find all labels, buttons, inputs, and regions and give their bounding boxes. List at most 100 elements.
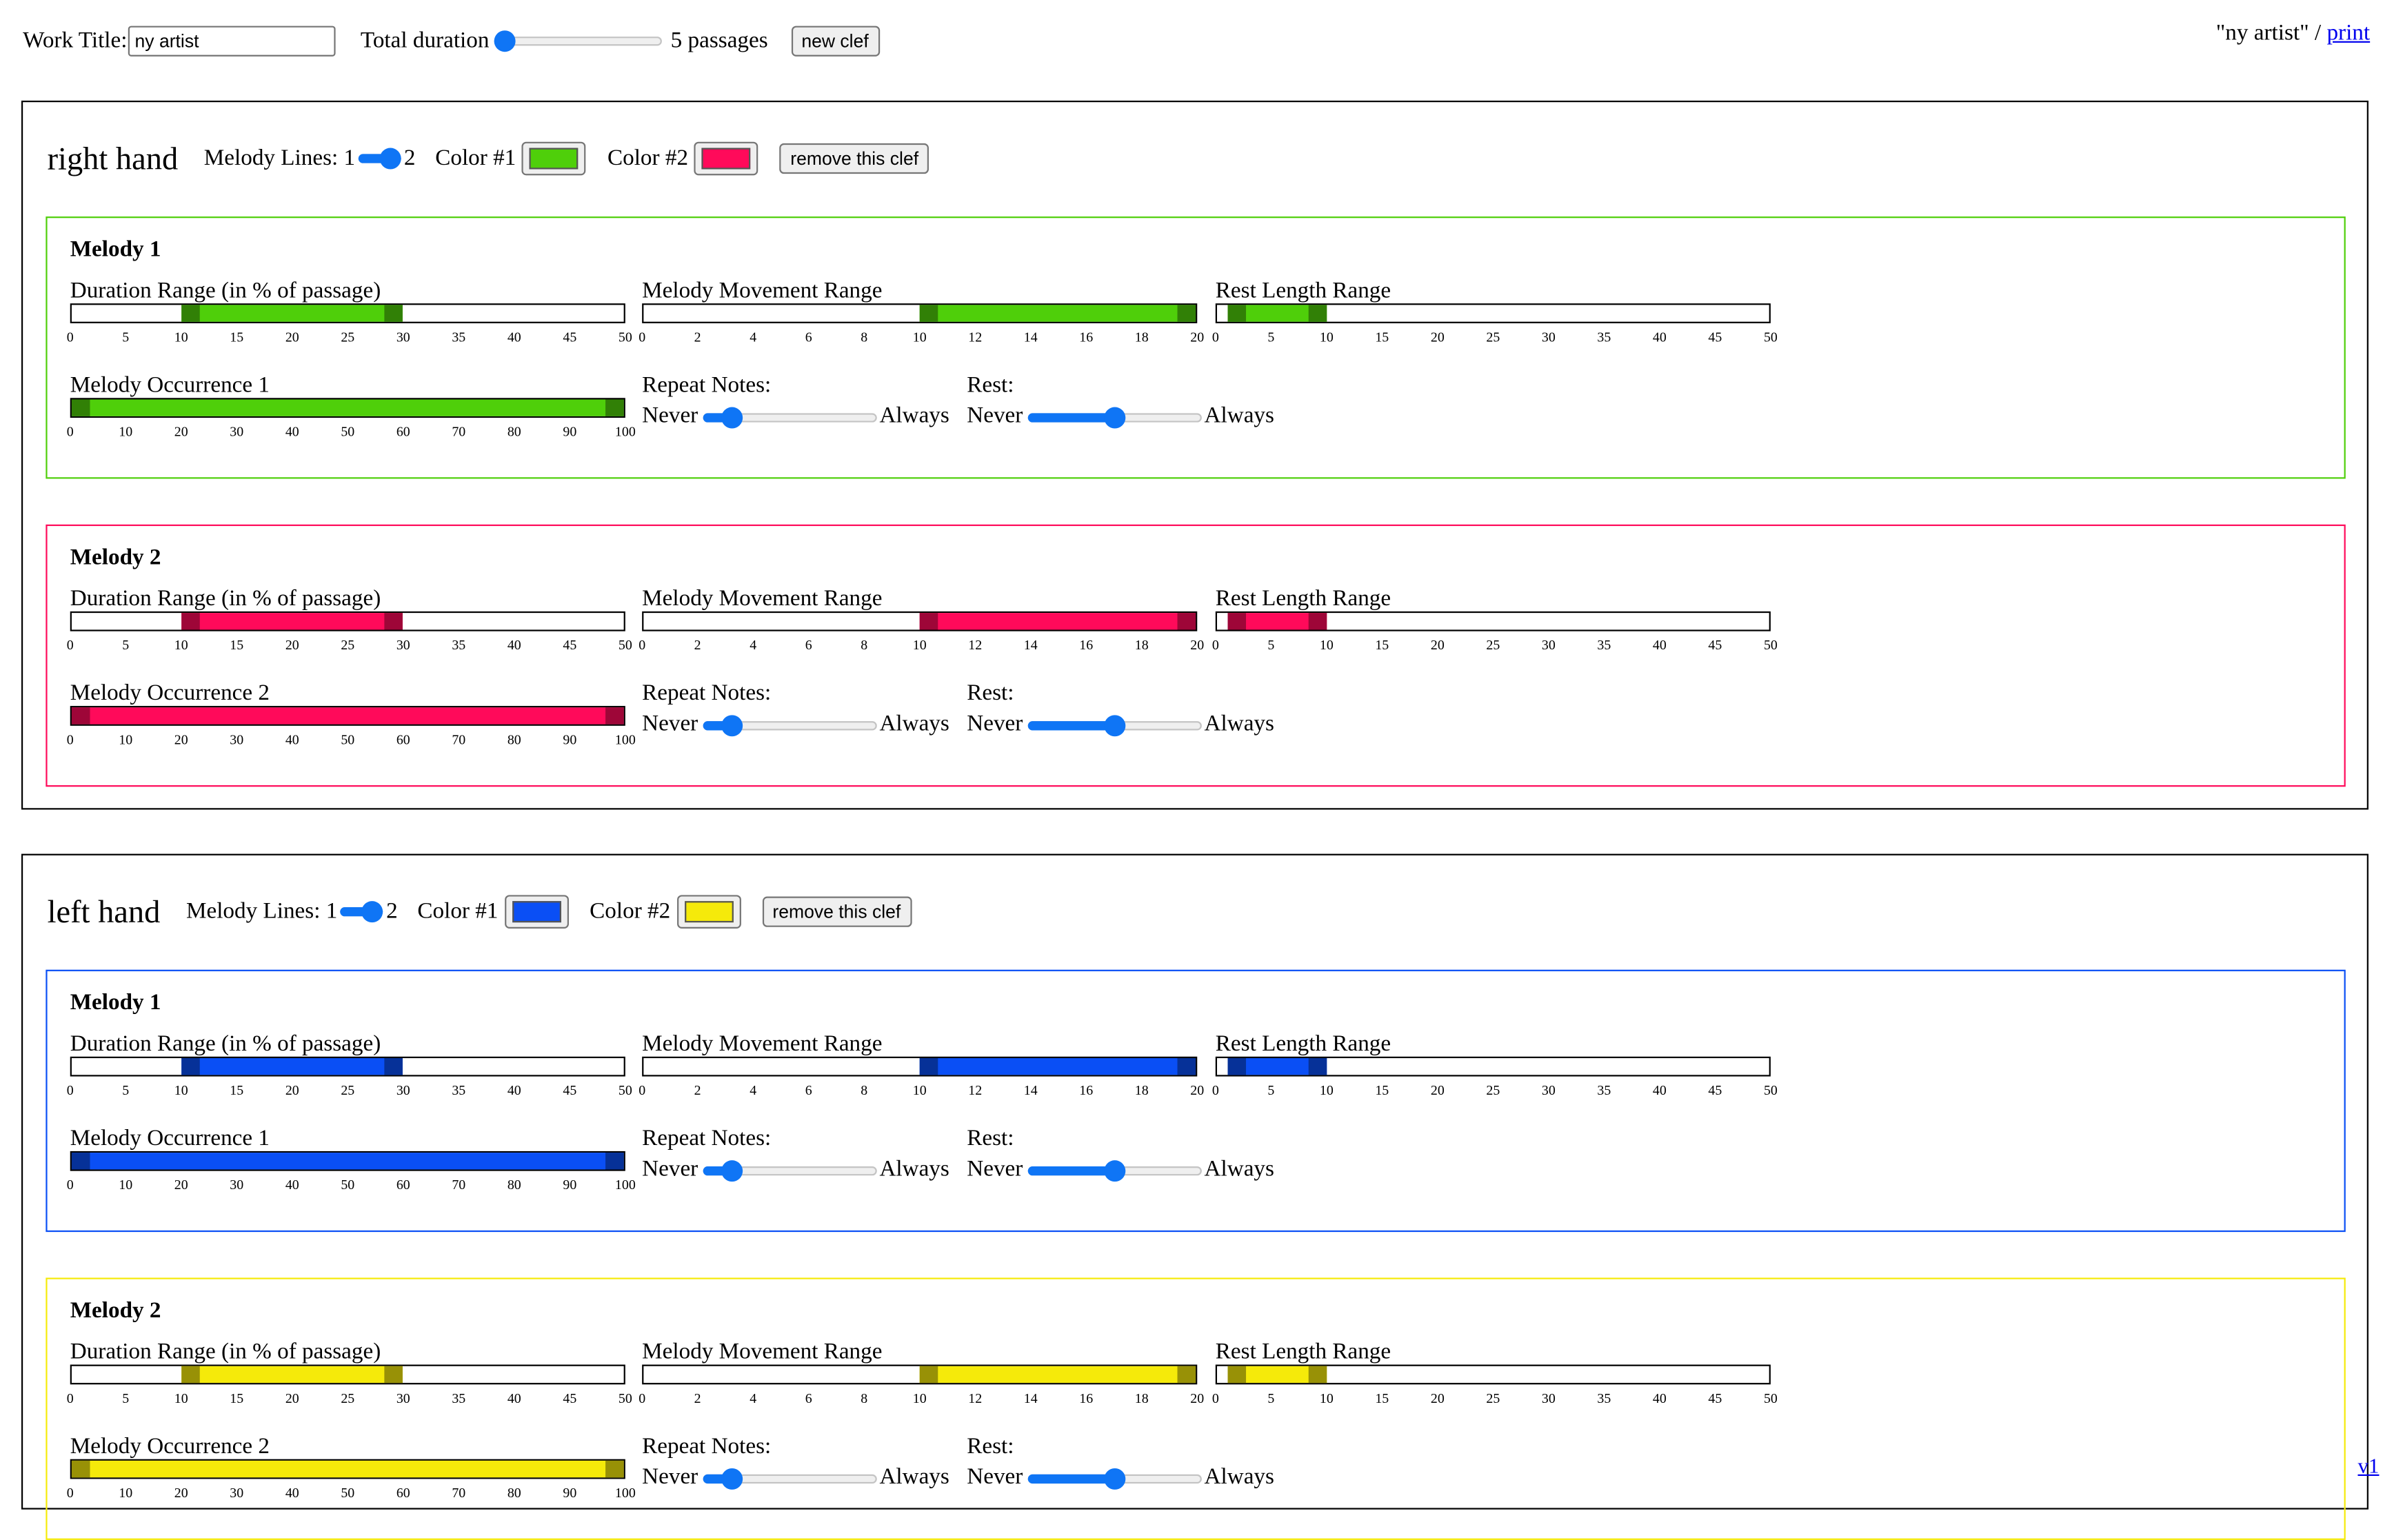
occurrence-range-selection[interactable]: [71, 1460, 624, 1478]
duration-range-bar[interactable]: [70, 1364, 625, 1385]
rest-frequency-slider-thumb[interactable]: [1103, 1159, 1125, 1182]
occurrence-range-min-handle[interactable]: [71, 399, 90, 416]
rest-frequency-slider-thumb[interactable]: [1103, 1467, 1125, 1489]
repeat-notes-slider-thumb[interactable]: [721, 406, 743, 428]
duration-range-max-handle[interactable]: [384, 305, 403, 322]
movement-range-selection[interactable]: [919, 1057, 1196, 1075]
rest-frequency-slider-thumb[interactable]: [1103, 406, 1125, 428]
movement-range-selection[interactable]: [919, 305, 1196, 322]
repeat-notes-slider[interactable]: [702, 713, 877, 737]
occurrence-range-selection[interactable]: [71, 399, 624, 416]
rest-frequency-slider[interactable]: [1027, 1466, 1202, 1490]
rest-length-range-min-handle[interactable]: [1228, 613, 1247, 630]
repeat-notes-slider[interactable]: [702, 1466, 877, 1490]
duration-range-bar[interactable]: [70, 303, 625, 323]
movement-range-max-handle[interactable]: [1177, 1366, 1196, 1384]
new-clef-button[interactable]: new clef: [790, 26, 880, 57]
rest-length-range-bar[interactable]: [1215, 611, 1771, 631]
tick-label: 35: [1597, 637, 1611, 653]
tick-label: 20: [174, 731, 188, 747]
total-duration-slider-thumb[interactable]: [494, 30, 516, 52]
duration-range-max-handle[interactable]: [384, 1366, 403, 1384]
remove-clef-button[interactable]: remove this clef: [761, 896, 912, 927]
duration-range-selection[interactable]: [182, 613, 403, 630]
occurrence-range-selection[interactable]: [71, 1153, 624, 1170]
movement-range-bar[interactable]: [642, 611, 1198, 631]
duration-range-bar[interactable]: [70, 611, 625, 631]
occurrence-range-selection[interactable]: [71, 707, 624, 725]
movement-range-max-handle[interactable]: [1177, 613, 1196, 630]
movement-range-min-handle[interactable]: [919, 305, 938, 322]
work-title-input[interactable]: [128, 26, 336, 57]
duration-range-min-handle[interactable]: [182, 1057, 201, 1075]
rest-length-range-min-handle[interactable]: [1228, 1366, 1247, 1384]
rest-length-range-min-handle[interactable]: [1228, 1057, 1247, 1075]
melody-lines-slider-thumb[interactable]: [379, 148, 401, 170]
rest-length-range-bar[interactable]: [1215, 1056, 1771, 1077]
rest-frequency-slider[interactable]: [1027, 713, 1202, 737]
duration-range-bar[interactable]: [70, 1056, 625, 1077]
rest-length-range-max-handle[interactable]: [1309, 305, 1328, 322]
occurrence-range-bar[interactable]: [70, 706, 625, 726]
occurrence-range-ticks: 0 10 20 30 40 50 60 70 80 90 100: [67, 1177, 636, 1196]
occurrence-range-bar[interactable]: [70, 1151, 625, 1171]
print-link[interactable]: print: [2326, 21, 2371, 46]
movement-range-selection[interactable]: [919, 1366, 1196, 1384]
movement-range-min-handle[interactable]: [919, 613, 938, 630]
occurrence-range-max-handle[interactable]: [605, 1460, 624, 1478]
occurrence-range-min-handle[interactable]: [71, 707, 90, 725]
duration-range-selection[interactable]: [182, 1366, 403, 1384]
repeat-notes-slider-thumb[interactable]: [721, 714, 743, 736]
tick-label: 8: [861, 1082, 868, 1098]
duration-range-min-handle[interactable]: [182, 1366, 201, 1384]
duration-range-max-handle[interactable]: [384, 613, 403, 630]
repeat-notes-slider-thumb[interactable]: [721, 1467, 743, 1489]
duration-range-selection[interactable]: [182, 1057, 403, 1075]
duration-range-min-handle[interactable]: [182, 613, 201, 630]
rest-frequency-slider-thumb[interactable]: [1103, 714, 1125, 736]
total-duration-slider[interactable]: [494, 29, 662, 53]
repeat-notes-slider[interactable]: [702, 1158, 877, 1182]
remove-clef-button[interactable]: remove this clef: [779, 143, 929, 174]
tick-label: 20: [1190, 1082, 1205, 1098]
movement-range-bar[interactable]: [642, 1056, 1198, 1077]
tick-label: 40: [1652, 329, 1667, 345]
rest-length-range-min-handle[interactable]: [1228, 305, 1247, 322]
rest-length-range-bar[interactable]: [1215, 1364, 1771, 1385]
movement-range-max-handle[interactable]: [1177, 305, 1196, 322]
repeat-notes-slider-thumb[interactable]: [721, 1159, 743, 1182]
duration-range-selection[interactable]: [182, 305, 403, 322]
color1-picker[interactable]: [522, 141, 587, 176]
melody-lines-slider[interactable]: [358, 146, 401, 170]
occurrence-range-bar[interactable]: [70, 1459, 625, 1479]
rest-length-range-max-handle[interactable]: [1309, 1057, 1328, 1075]
melody-lines-slider-thumb[interactable]: [361, 901, 383, 923]
repeat-notes-slider[interactable]: [702, 405, 877, 429]
rest-frequency-slider[interactable]: [1027, 405, 1202, 429]
color2-picker[interactable]: [676, 895, 741, 929]
rest-frequency-slider[interactable]: [1027, 1158, 1202, 1182]
movement-range-max-handle[interactable]: [1177, 1057, 1196, 1075]
movement-range-min-handle[interactable]: [919, 1057, 938, 1075]
occurrence-range-max-handle[interactable]: [605, 1153, 624, 1170]
rest-length-range-bar[interactable]: [1215, 303, 1771, 323]
occurrence-range-max-handle[interactable]: [605, 707, 624, 725]
occurrence-range-max-handle[interactable]: [605, 399, 624, 416]
occurrence-range-min-handle[interactable]: [71, 1460, 90, 1478]
rest-length-range-max-handle[interactable]: [1309, 1366, 1328, 1384]
rest-length-range-max-handle[interactable]: [1309, 613, 1328, 630]
movement-range-min-handle[interactable]: [919, 1366, 938, 1384]
occurrence-range-bar[interactable]: [70, 398, 625, 418]
version-link[interactable]: v1: [2357, 1456, 2380, 1479]
tick-label: 8: [861, 637, 868, 653]
occurrence-range-min-handle[interactable]: [71, 1153, 90, 1170]
duration-range-max-handle[interactable]: [384, 1057, 403, 1075]
tick-label: 50: [618, 1390, 632, 1406]
melody-lines-slider[interactable]: [340, 900, 383, 924]
movement-range-selection[interactable]: [919, 613, 1196, 630]
color1-picker[interactable]: [504, 895, 569, 929]
movement-range-bar[interactable]: [642, 1364, 1198, 1385]
movement-range-bar[interactable]: [642, 303, 1198, 323]
duration-range-min-handle[interactable]: [182, 305, 201, 322]
color2-picker[interactable]: [694, 141, 758, 176]
